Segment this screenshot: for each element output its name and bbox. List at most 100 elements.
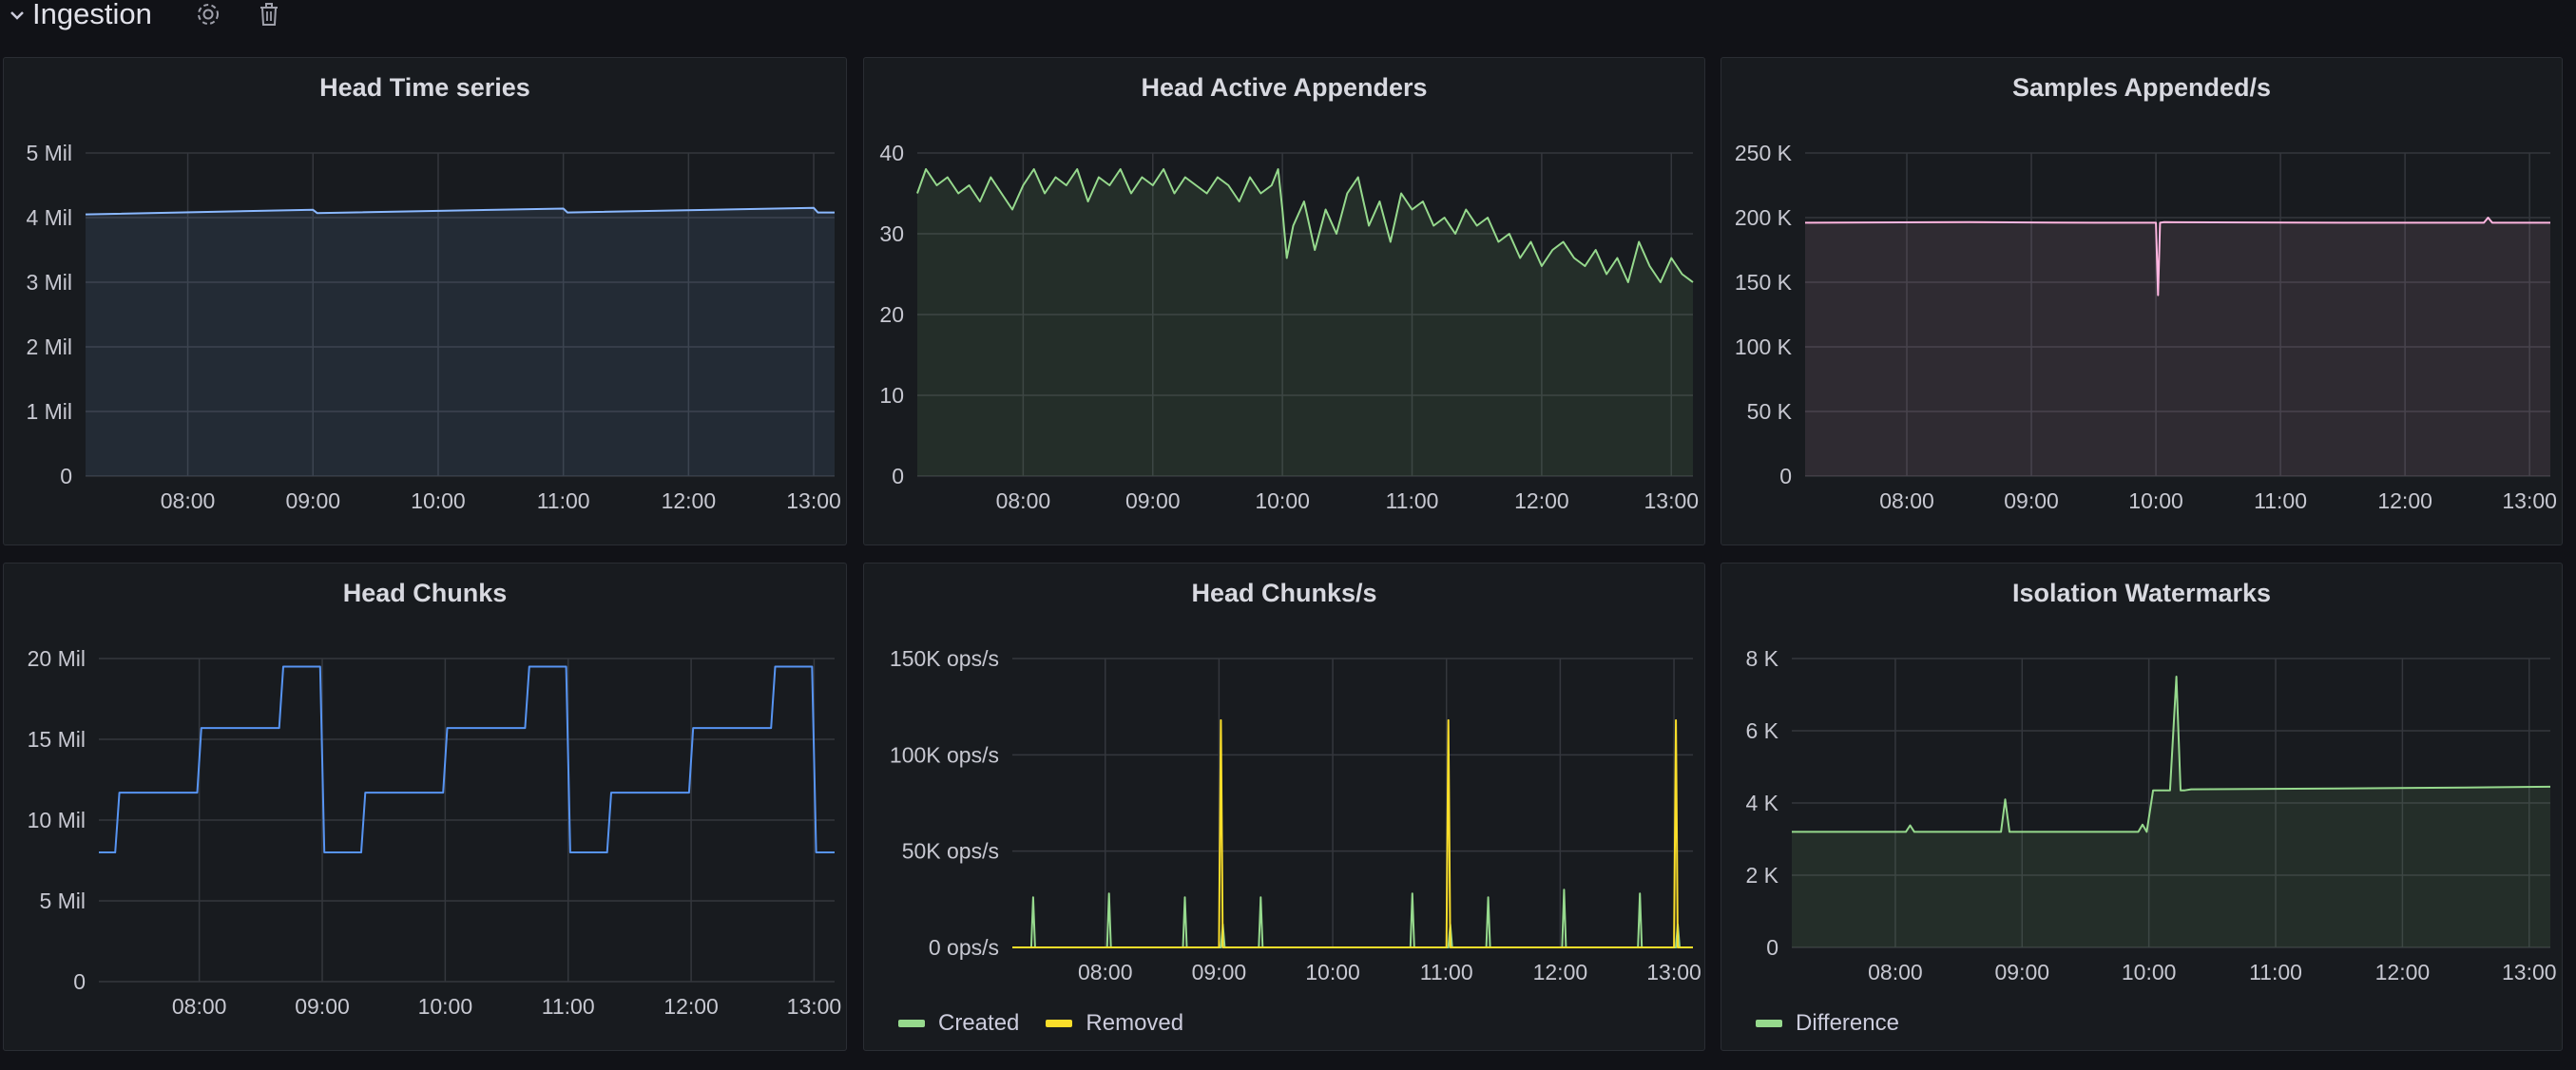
y-tick-label: 5 Mil (39, 888, 86, 913)
y-tick-label: 50K ops/s (902, 839, 999, 864)
y-tick-label: 100K ops/s (890, 742, 999, 767)
x-tick-label: 08:00 (1868, 960, 1923, 984)
x-tick-label: 10:00 (1255, 488, 1310, 513)
chevron-down-icon[interactable] (8, 6, 27, 25)
legend-label: Created (938, 1010, 1020, 1036)
x-tick-label: 08:00 (161, 488, 216, 513)
panel-title[interactable]: Head Chunks (342, 579, 508, 607)
y-tick-label: 2 K (1745, 863, 1778, 888)
x-tick-label: 12:00 (662, 488, 717, 513)
x-tick-label: 11:00 (1420, 960, 1473, 984)
series-area-head-time-series (86, 207, 835, 477)
x-tick-label: 09:00 (285, 488, 340, 513)
panel-title[interactable]: Samples Appended/s (2011, 73, 2272, 102)
y-tick-label: 30 (879, 221, 904, 246)
panel-title[interactable]: Head Time series (319, 73, 530, 102)
y-tick-label: 250 K (1735, 141, 1793, 165)
x-tick-label: 12:00 (2375, 960, 2431, 984)
x-tick-label: 11:00 (1386, 488, 1439, 513)
x-tick-label: 09:00 (1192, 960, 1247, 984)
x-tick-label: 11:00 (2249, 960, 2302, 984)
y-tick-label: 0 (73, 969, 86, 994)
y-tick-label: 5 Mil (26, 141, 72, 165)
x-tick-label: 12:00 (2377, 488, 2432, 513)
series-area-head-active-appenders (917, 169, 1693, 476)
series-line-created (1012, 888, 1693, 948)
legend-item-difference[interactable]: Difference (1756, 1010, 1899, 1037)
chart-samples-appended: 250 K 200 K 150 K 100 K 50 K 0 08:00 09:00 10:00… (1735, 141, 2557, 513)
x-tick-label: 13:00 (1644, 488, 1699, 513)
x-tick-label: 10:00 (418, 994, 473, 1019)
legend-item-created[interactable]: Created (898, 1010, 1019, 1037)
series-line-removed (1012, 718, 1693, 948)
x-tick-label: 12:00 (1533, 960, 1588, 984)
series-line-head-active-appenders (916, 168, 1694, 283)
x-tick-label: 11:00 (542, 994, 595, 1019)
y-tick-label: 10 (879, 383, 904, 408)
chart-head-time-series: 5 Mil 4 Mil 3 Mil 2 Mil 1 Mil 0 08:00 09:00 10:0… (26, 141, 841, 513)
gear-icon[interactable] (194, 0, 222, 29)
legend-swatch (1756, 1020, 1782, 1027)
chart-head-active-appenders: 40 30 20 10 0 08:00 09:00 10:00 11:00 12:00 13:00 (879, 141, 1699, 513)
series-area-samples-appended (1805, 218, 2550, 476)
x-tick-label: 09:00 (2004, 488, 2059, 513)
x-tick-label: 09:00 (295, 994, 350, 1019)
x-tick-label: 12:00 (663, 994, 719, 1019)
y-tick-label: 3 Mil (26, 270, 72, 295)
y-tick-label: 0 (60, 464, 72, 488)
panel-head-chunks-rate[interactable]: Head Chunks/s 150K ops/s 100K ops/s 50K op… (863, 563, 1705, 1051)
y-tick-label: 4 K (1745, 791, 1778, 815)
trash-icon[interactable] (255, 0, 283, 29)
panel-isolation-watermarks[interactable]: Isolation Watermarks 8 K 6 K 4 K 2 K 0 08:00 0… (1721, 563, 2563, 1051)
chart-head-chunks: 20 Mil 15 Mil 10 Mil 5 Mil 0 08:00 09:00 10:00 1… (28, 646, 842, 1019)
series-area-difference (1792, 677, 2550, 947)
row-header: Ingestion (0, 0, 570, 32)
y-tick-label: 200 K (1735, 205, 1793, 230)
x-tick-label: 13:00 (787, 994, 842, 1019)
series-line-difference (1792, 676, 2551, 833)
x-tick-label: 08:00 (1078, 960, 1133, 984)
legend-item-removed[interactable]: Removed (1046, 1010, 1183, 1037)
y-tick-label: 0 (892, 464, 904, 488)
y-tick-label: 8 K (1745, 646, 1778, 671)
x-tick-label: 11:00 (2254, 488, 2307, 513)
x-tick-label: 13:00 (786, 488, 841, 513)
x-tick-label: 09:00 (1995, 960, 2050, 984)
panel-title[interactable]: Isolation Watermarks (2011, 579, 2272, 607)
x-tick-label: 10:00 (2128, 488, 2183, 513)
panel-head-active-appenders[interactable]: Head Active Appenders 40 30 20 10 0 08:00 09:0… (863, 57, 1705, 545)
series-line-samples-appended (1804, 217, 2550, 296)
chart-isolation-watermarks: 8 K 6 K 4 K 2 K 0 08:00 09:00 10:00 11:00 12:00 13… (1745, 646, 2557, 984)
y-tick-label: 15 Mil (28, 727, 86, 752)
y-tick-label: 0 ops/s (929, 935, 999, 960)
row-title[interactable]: Ingestion (32, 0, 152, 30)
x-tick-label: 13:00 (2502, 960, 2557, 984)
y-tick-label: 0 (1766, 935, 1778, 960)
legend-swatch (898, 1020, 925, 1027)
panel-head-chunks[interactable]: Head Chunks 20 Mil 15 Mil 10 Mil 5 Mil 0 08:0… (3, 563, 847, 1051)
x-tick-label: 13:00 (1646, 960, 1701, 984)
legend: Difference (1756, 1010, 1899, 1037)
y-tick-label: 20 Mil (28, 646, 86, 671)
y-tick-label: 4 Mil (26, 205, 72, 230)
panel-head-time-series[interactable]: Head Time series 5 Mil 4 Mil 3 Mil 2 Mil 1 M… (3, 57, 847, 545)
panel-samples-appended[interactable]: Samples Appended/s 250 K 200 K 150 K 100 K 5… (1721, 57, 2563, 545)
legend-label: Removed (1086, 1010, 1184, 1036)
y-tick-label: 1 Mil (26, 399, 72, 424)
x-tick-label: 10:00 (411, 488, 466, 513)
x-tick-label: 11:00 (537, 488, 590, 513)
panel-title[interactable]: Head Active Appenders (1141, 73, 1428, 102)
panel-title[interactable]: Head Chunks/s (1191, 579, 1377, 607)
chart-head-chunks-rate: 150K ops/s 100K ops/s 50K ops/s 0 ops/s 08:0… (890, 646, 1701, 984)
y-tick-label: 150K ops/s (890, 646, 999, 671)
x-tick-label: 13:00 (2502, 488, 2557, 513)
y-tick-label: 40 (879, 141, 904, 165)
x-tick-label: 10:00 (2122, 960, 2177, 984)
y-tick-label: 100 K (1735, 334, 1793, 359)
series-line-head-chunks (99, 665, 835, 853)
y-tick-label: 2 Mil (26, 334, 72, 359)
y-tick-label: 6 K (1745, 718, 1778, 743)
legend-swatch (1046, 1020, 1073, 1027)
y-tick-label: 20 (879, 302, 904, 327)
x-tick-label: 09:00 (1125, 488, 1181, 513)
